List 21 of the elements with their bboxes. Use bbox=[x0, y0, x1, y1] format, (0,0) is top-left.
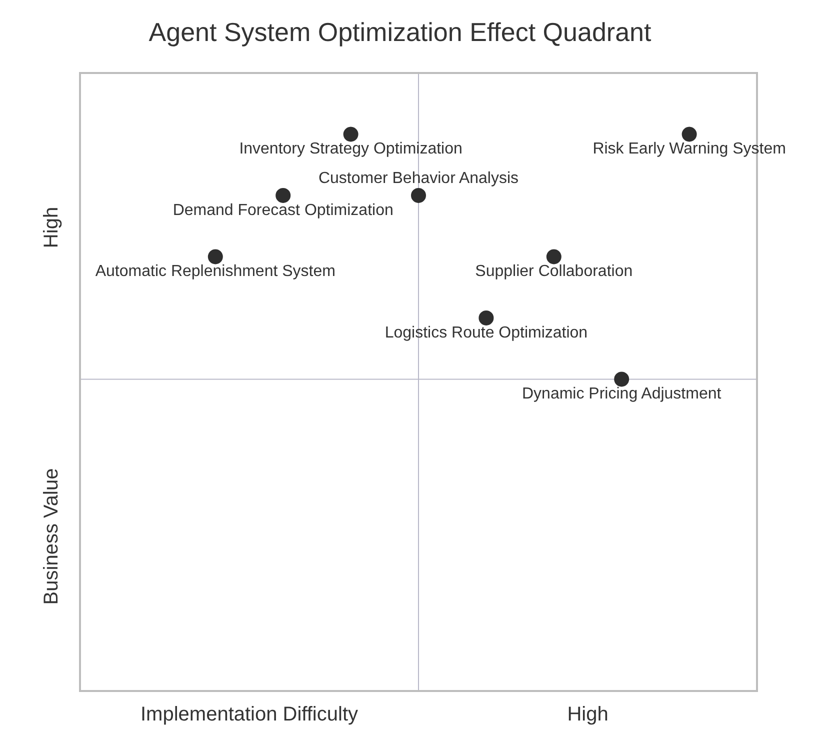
x-axis-title: Implementation Difficulty bbox=[140, 704, 358, 726]
point bbox=[343, 126, 358, 142]
x-tick-label: Supplier Collaboration bbox=[475, 263, 633, 280]
point bbox=[276, 188, 291, 203]
x-tick-label: Risk Early Warning System bbox=[592, 140, 786, 158]
x-tick-label: Automatic Replenishment System bbox=[95, 263, 336, 280]
x-tick-label: Demand Forecast Optimization bbox=[172, 202, 394, 219]
text: High bbox=[567, 704, 608, 726]
point bbox=[478, 310, 494, 326]
chart-title: Agent System Optimization Effect Quadrant bbox=[148, 17, 652, 48]
point bbox=[411, 188, 426, 203]
text: High bbox=[40, 206, 63, 248]
x-tick-label: Customer Behavior Analysis bbox=[318, 170, 519, 187]
point bbox=[682, 126, 697, 142]
point bbox=[546, 249, 562, 264]
point bbox=[614, 372, 630, 387]
x-tick-label: Logistics Route Optimization bbox=[384, 324, 588, 342]
y-axis-title: Business Value bbox=[40, 468, 63, 605]
x-tick-label: Inventory Strategy Optimization bbox=[239, 140, 462, 158]
x-tick-label: Dynamic Pricing Adjustment bbox=[522, 386, 722, 403]
point bbox=[208, 249, 223, 264]
